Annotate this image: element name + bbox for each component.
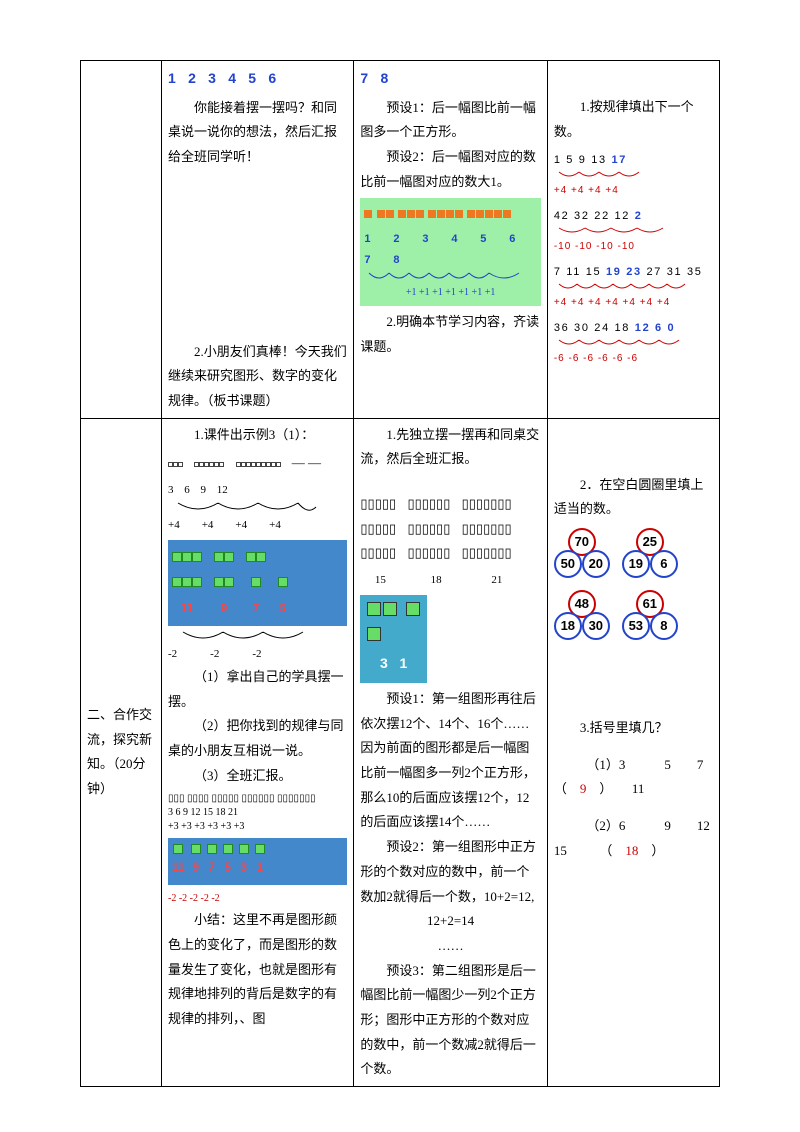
seq4: 36 30 24 18 12 6 0 -6 -6 -6 -6 -6 -6 (554, 318, 713, 368)
row2-col2: 1.课件出示例3（1）： — — 3 6 9 12 +4 +4 +4 +4 11… (162, 418, 354, 1086)
circle-puzzle-2: 48 1830 (554, 590, 610, 640)
r1c3-p2: 预设2：后一幅图对应的数比前一幅图对应的数大1。 (360, 145, 540, 194)
orange-block-diagram: 1 2 3 4 5 6 7 8 +1 +1 +1 +1 +1 +1 +1 (360, 198, 540, 305)
q1: （1）3 5 7 （ 9 ） 11 (554, 753, 713, 802)
row2-col4: 2．在空白圆圈里填上适当的数。 70 502025 19648 183061 5… (547, 418, 719, 1086)
row2-col1: 二、合作交流，探究新知。（20分钟） (81, 418, 162, 1086)
r1c4-p1: 1.按规律填出下一个数。 (554, 95, 713, 144)
circle-puzzle-0: 70 5020 (554, 528, 610, 578)
r2c3-p6: 预设3：第二组图形是后一幅图比前一幅图少一列2个正方形；图形中正方形的个数对应的… (360, 959, 540, 1082)
r2c2-p5: 小结：这里不再是图形颜色上的变化了，而是图形的数量发生了变化，也就是图形有规律地… (168, 908, 347, 1031)
arc-row (364, 271, 534, 283)
num-header-right: 7 8 (360, 65, 540, 92)
row2-col3: 1.先独立摆一摆再和同桌交流，然后全班汇报。 ▯▯▯▯▯▯▯▯▯▯▯▯▯▯▯ ▯… (354, 418, 547, 1086)
circle-puzzles: 70 502025 19648 183061 538 (554, 522, 713, 646)
r2c2-p3: （2）把你找到的规律与同桌的小朋友互相说一说。 (168, 714, 347, 763)
seq3: 7 11 15 19 23 27 31 35 +4 +4 +4 +4 +4 +4… (554, 262, 713, 312)
r2c3-p4: 12+2=14 (360, 909, 540, 934)
arc1 (168, 501, 318, 515)
r1c2-p1: 你能接着摆一摆吗？和同桌说一说你的想法，然后汇报给全班同学听！ (168, 96, 347, 170)
r2c2-p1: 1.课件出示例3（1）： (168, 423, 347, 448)
r2c2-p2: （1）拿出自己的学具摆一摆。 (168, 665, 347, 714)
teal-diagram: 3 1 (360, 595, 427, 683)
seq2: 42 32 22 12 2 -10 -10 -10 -10 (554, 206, 713, 256)
row1-col2: 1 2 3 4 5 6 你能接着摆一摆吗？和同桌说一说你的想法，然后汇报给全班同… (162, 61, 354, 419)
r2c4-p1: 2．在空白圆圈里填上适当的数。 (554, 473, 713, 522)
green-seq-1: 11 9 7 5 (168, 540, 347, 626)
grid-seq-2: ▯▯▯▯▯▯▯▯▯▯▯▯▯▯▯ ▯▯▯▯▯▯▯▯▯▯▯▯▯▯▯▯▯▯ ▯▯▯▯▯… (360, 492, 540, 566)
grid-seq-1: — — (168, 451, 347, 476)
mid-grid: ▯▯▯ ▯▯▯▯ ▯▯▯▯▯ ▯▯▯▯▯▯ ▯▯▯▯▯▯▯ 3 6 9 12 1… (168, 792, 347, 834)
circle-puzzle-1: 25 196 (622, 528, 678, 578)
r2c4-p2: 3.括号里填几？ (554, 716, 713, 741)
green-seq-2: 11 9 7 5 3 1 (168, 838, 347, 885)
circle-puzzle-3: 61 538 (622, 590, 678, 640)
r2c2-p4: （3）全班汇报。 (168, 764, 347, 789)
row1-col3: 7 8 预设1：后一幅图比前一幅图多一个正方形。 预设2：后一幅图对应的数比前一… (354, 61, 547, 419)
r1c3-p3: 2.明确本节学习内容，齐读课题。 (360, 310, 540, 359)
r2c3-p5: …… (360, 934, 540, 959)
row1-col4: 1.按规律填出下一个数。 1 5 9 13 17 +4 +4 +4 +4 42 … (547, 61, 719, 419)
r2c3-p2: 预设1：第一组图形再往后依次摆12个、14个、16个……因为前面的图形都是后一幅… (360, 687, 540, 835)
r1c2-p2: 2.小朋友们真棒！今天我们继续来研究图形、数字的变化规律。（板书课题） (168, 340, 347, 414)
row1-col1 (81, 61, 162, 419)
q2: （2）6 9 12 15 （ 18 ） (554, 814, 713, 863)
num-header-left: 1 2 3 4 5 6 (168, 65, 347, 92)
r2c3-p3: 预设2：第一组图形中正方形的个数对应的数中，前一个数加2就得后一个数，10+2=… (360, 835, 540, 909)
r1c3-p1: 预设1：后一幅图比前一幅图多一个正方形。 (360, 96, 540, 145)
seq1: 1 5 9 13 17 +4 +4 +4 +4 (554, 150, 713, 200)
r2c3-p1: 1.先独立摆一摆再和同桌交流，然后全班汇报。 (360, 423, 540, 472)
